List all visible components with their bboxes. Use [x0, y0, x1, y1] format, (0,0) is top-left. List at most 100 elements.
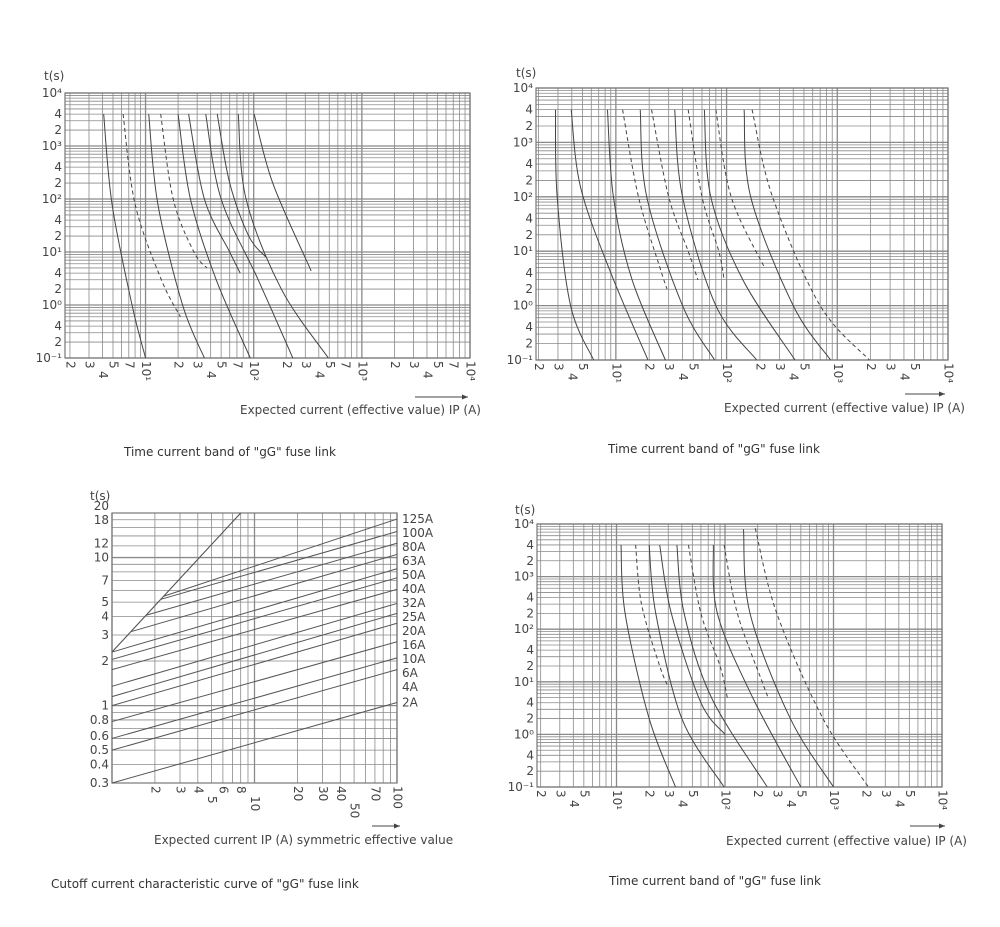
- y-tick-label: 0.4: [90, 758, 109, 772]
- plot-frame: [535, 87, 949, 361]
- y-tick-label: 10: [94, 551, 109, 565]
- y-tick-label: 10⁰: [42, 298, 62, 312]
- y-tick-label: 4: [54, 266, 62, 280]
- x-tick-label: 10²: [247, 361, 261, 381]
- x-tick-label: 7: [447, 361, 461, 369]
- y-tick-label: 4: [525, 266, 533, 280]
- x-tick-label: 5: [323, 361, 337, 369]
- x-tick-label: 5: [797, 363, 811, 371]
- y-tick-label: 2: [525, 173, 533, 187]
- y-tick-label: 10¹: [513, 244, 533, 258]
- x-tick-label: 3: [773, 363, 787, 371]
- x-tick-label: 10: [248, 796, 262, 811]
- series-line-10A: [111, 641, 398, 723]
- dashed-curve-5: [687, 544, 728, 698]
- curve-8: [703, 109, 796, 360]
- curve-10: [743, 109, 832, 360]
- y-tick-label: 4: [525, 103, 533, 117]
- y-tick-label: 18: [94, 513, 109, 527]
- x-tick-label: 2: [148, 786, 162, 794]
- curve-0: [554, 109, 595, 360]
- x-tick-label: 5: [576, 363, 590, 371]
- series-label: 32A: [402, 596, 426, 610]
- x-tick-label: 10⁴: [936, 790, 950, 810]
- arrow-head-icon: [394, 823, 400, 829]
- y-tick-label: 2: [54, 282, 62, 296]
- y-tick-label: 2: [54, 229, 62, 243]
- x-tick-label: 5: [794, 790, 808, 798]
- x-tick-label: 3: [662, 790, 676, 798]
- y-tick-label: 0.8: [90, 713, 109, 727]
- x-tick-label: 2: [532, 363, 546, 371]
- y-tick-label: 12: [94, 537, 109, 551]
- x-tick-label: 2: [63, 361, 77, 369]
- x-tick-label: 3: [662, 363, 676, 371]
- x-tick-label: 4: [567, 800, 581, 808]
- series-line-100A: [160, 531, 398, 600]
- dashed-curve-7: [687, 109, 725, 280]
- curve-6: [205, 114, 294, 358]
- plot-frame: [64, 92, 471, 359]
- y-tick-label: 4: [525, 157, 533, 171]
- series-label: 4A: [402, 680, 419, 694]
- y-tick-label: 10¹: [42, 245, 62, 259]
- y-tick-label: 10³: [514, 570, 534, 584]
- y-tick-label: 10¹: [514, 675, 534, 689]
- y-tick-label: 2: [526, 606, 534, 620]
- series-label: 125A: [402, 512, 434, 526]
- series-label: 6A: [402, 666, 419, 680]
- series-line-4A: [111, 669, 398, 751]
- y-tick-label: 4: [526, 748, 534, 762]
- x-tick-label: 5: [686, 790, 700, 798]
- y-tick-label: 10⁻¹: [36, 351, 63, 365]
- y-tick-label: 20: [94, 499, 109, 513]
- y-axis-label: t(s): [516, 66, 536, 80]
- curve-0: [103, 114, 147, 358]
- x-tick-label: 10²: [719, 790, 733, 810]
- x-tick-label: 3: [82, 361, 96, 369]
- series-label: 2A: [402, 695, 419, 709]
- x-tick-label: 6: [216, 786, 230, 794]
- y-tick-label: 2: [525, 228, 533, 242]
- y-tick-label: 5: [101, 595, 109, 609]
- dashed-curve-1: [635, 544, 669, 688]
- series-label: 25A: [402, 610, 426, 624]
- dashed-curve-3: [622, 109, 668, 290]
- y-tick-label: 10⁴: [513, 81, 533, 95]
- dashed-curve-5: [651, 109, 699, 280]
- series-line-125A: [163, 518, 398, 597]
- x-tick-label: 2: [860, 790, 874, 798]
- series-label: 80A: [402, 540, 426, 554]
- caption-bottom-left: Cutoff current characteristic curve of "…: [51, 877, 359, 891]
- x-tick-label: 5: [431, 361, 445, 369]
- y-tick-label: 4: [54, 213, 62, 227]
- x-tick-label: 2: [643, 790, 657, 798]
- x-tick-label: 10¹: [139, 361, 153, 381]
- x-tick-label: 5: [106, 361, 120, 369]
- x-tick-label: 2: [534, 790, 548, 798]
- y-tick-label: 2: [525, 119, 533, 133]
- x-tick-label: 40: [334, 786, 348, 801]
- curve-1: [570, 109, 649, 360]
- curve-8: [742, 529, 834, 787]
- y-tick-label: 4: [54, 160, 62, 174]
- arrow-head-icon: [462, 394, 468, 400]
- curve-4: [676, 544, 768, 787]
- y-tick-label: 10⁻¹: [508, 780, 535, 794]
- curve-8: [237, 114, 329, 358]
- series-label: 63A: [402, 554, 426, 568]
- dashed-curve-9: [715, 109, 765, 268]
- curve-2: [648, 544, 725, 787]
- curve-5: [188, 113, 241, 274]
- x-tick-label: 10³: [827, 790, 841, 810]
- caption-top-left: Time current band of "gG" fuse link: [124, 445, 336, 459]
- y-tick-label: 10⁴: [514, 517, 534, 531]
- y-tick-label: 4: [54, 319, 62, 333]
- arrow-head-icon: [939, 823, 945, 829]
- x-tick-label: 30: [316, 786, 330, 801]
- dashed-curve-7: [723, 544, 769, 698]
- series-line-40A: [111, 577, 398, 660]
